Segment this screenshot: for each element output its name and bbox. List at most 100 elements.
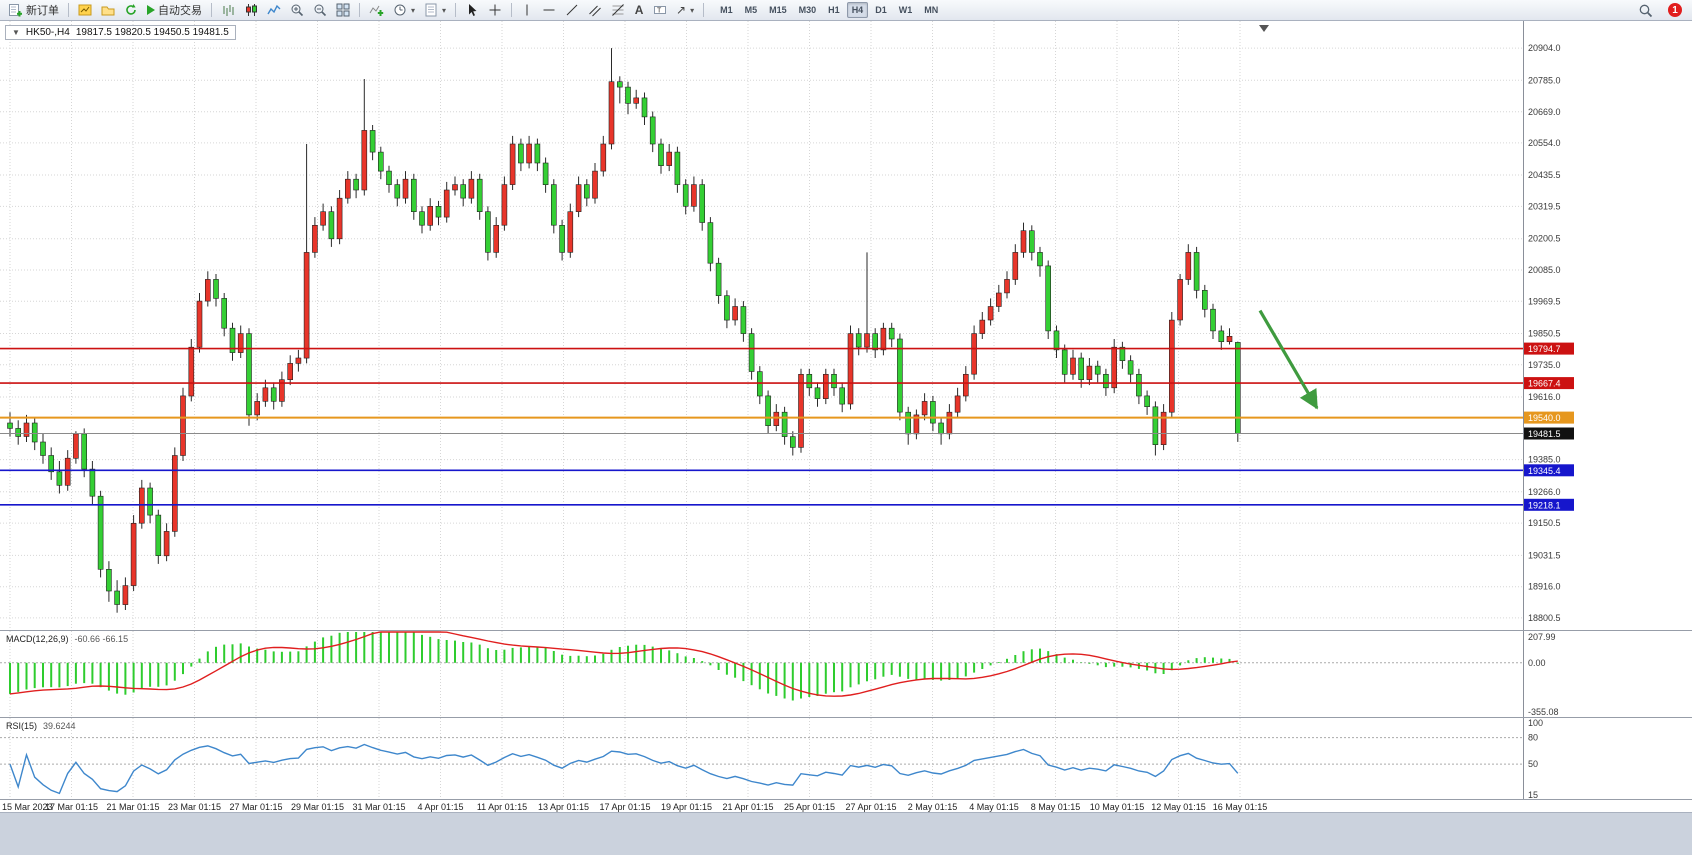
trendline-icon — [566, 4, 578, 16]
price-chips-layer: 19794.7 19667.4 19540.0 19481.5 19345.4 19218… — [1524, 342, 1574, 511]
main-price-chart[interactable]: 20904.0 20785.0 20669.0 20554.0 20435.5 20319… — [0, 21, 1692, 630]
svg-text:19969.5: 19969.5 — [1528, 296, 1561, 306]
chevron-down-icon: ▾ — [442, 5, 447, 15]
toolbar: 新订单 自动交易 — [0, 0, 1692, 21]
panel-divider[interactable] — [0, 799, 1692, 800]
svg-text:19385.0: 19385.0 — [1528, 455, 1561, 465]
line-chart-button[interactable] — [263, 1, 285, 19]
profiles-icon — [101, 6, 115, 16]
separator — [455, 3, 457, 17]
timeframe-mn-button[interactable]: MN — [924, 5, 939, 15]
zoom-out-button[interactable] — [309, 1, 331, 19]
cursor-tool-button[interactable] — [461, 1, 483, 19]
grid-layer: 20904.0 20785.0 20669.0 20554.0 20435.5 20319… — [0, 21, 1561, 630]
zoom-in-icon — [291, 4, 304, 17]
svg-text:4 Apr 01:15: 4 Apr 01:15 — [417, 802, 463, 812]
svg-text:20785.0: 20785.0 — [1528, 75, 1561, 85]
ohlc-values: 19817.5 19820.5 19450.5 19481.5 — [75, 27, 229, 38]
svg-text:19031.5: 19031.5 — [1528, 550, 1561, 560]
new-order-label: 新订单 — [26, 5, 59, 17]
svg-text:21 Mar 01:15: 21 Mar 01:15 — [106, 802, 159, 812]
trendline-tool-button[interactable] — [561, 1, 583, 19]
svg-text:15: 15 — [1528, 790, 1538, 799]
svg-text:20319.5: 20319.5 — [1528, 201, 1561, 211]
profiles-button[interactable] — [97, 1, 119, 19]
svg-text:4 May 01:15: 4 May 01:15 — [969, 802, 1019, 812]
panel-divider[interactable] — [0, 717, 1692, 718]
svg-text:20200.5: 20200.5 — [1528, 234, 1561, 244]
new-order-button[interactable]: 新订单 — [4, 1, 63, 19]
separator — [511, 3, 513, 17]
templates-button[interactable]: ▾ — [420, 1, 450, 19]
refresh-button[interactable] — [120, 1, 142, 19]
svg-text:17 Apr 01:15: 17 Apr 01:15 — [599, 802, 650, 812]
label-tool-button[interactable]: T — [649, 1, 671, 19]
new-order-icon — [9, 4, 22, 17]
svg-text:19 Apr 01:15: 19 Apr 01:15 — [661, 802, 712, 812]
svg-text:19345.4: 19345.4 — [1528, 466, 1561, 476]
chevron-down-icon: ▾ — [690, 5, 695, 15]
timeframe-h1-button[interactable]: H1 — [828, 5, 840, 15]
timeframe-m30-button[interactable]: M30 — [798, 5, 817, 15]
vertical-line-tool-button[interactable] — [517, 1, 537, 19]
svg-text:20554.0: 20554.0 — [1528, 138, 1561, 148]
svg-text:18916.0: 18916.0 — [1528, 582, 1561, 592]
autotrading-play-icon — [147, 5, 155, 15]
macd-signal-line — [9, 631, 1238, 697]
channel-tool-button[interactable] — [584, 1, 606, 19]
svg-text:19667.4: 19667.4 — [1528, 379, 1561, 389]
tile-windows-button[interactable] — [332, 1, 354, 19]
channel-icon — [589, 5, 601, 17]
new-chart-button[interactable] — [74, 1, 96, 19]
text-tool-button[interactable]: A — [630, 1, 648, 19]
svg-text:80: 80 — [1528, 733, 1538, 743]
search-button[interactable] — [1634, 1, 1657, 19]
panel-divider[interactable] — [0, 630, 1692, 631]
crosshair-tool-button[interactable] — [484, 1, 506, 19]
rsi-panel[interactable]: 100 80 50 15 — [0, 718, 1692, 799]
macd-label: MACD(12,26,9) -60.66 -66.15 — [6, 634, 128, 644]
objects-collapse-icon[interactable]: ▼ — [12, 28, 20, 37]
autotrading-label: 自动交易 — [158, 5, 202, 17]
svg-text:8 May 01:15: 8 May 01:15 — [1031, 802, 1081, 812]
svg-text:19150.5: 19150.5 — [1528, 518, 1561, 528]
separator — [68, 3, 69, 17]
svg-text:23 Mar 01:15: 23 Mar 01:15 — [168, 802, 221, 812]
cursor-icon — [469, 4, 477, 16]
horizontal-line-icon — [543, 9, 555, 11]
notification-badge[interactable]: 1 — [1668, 3, 1682, 17]
svg-text:11 Apr 01:15: 11 Apr 01:15 — [477, 802, 527, 812]
zoom-in-button[interactable] — [286, 1, 308, 19]
svg-text:15 Mar 2023: 15 Mar 2023 — [2, 802, 53, 812]
timeframe-h4-button[interactable]: H4 — [846, 2, 869, 18]
status-area — [0, 812, 1692, 855]
svg-text:20085.0: 20085.0 — [1528, 265, 1561, 275]
timeframe-m5-button[interactable]: M5 — [744, 5, 758, 15]
svg-text:10 May 01:15: 10 May 01:15 — [1090, 802, 1145, 812]
svg-text:19794.7: 19794.7 — [1528, 344, 1561, 354]
svg-text:2 May 01:15: 2 May 01:15 — [908, 802, 958, 812]
candlestick-chart-icon — [246, 4, 257, 16]
svg-text:19266.0: 19266.0 — [1528, 487, 1561, 497]
autotrading-button[interactable]: 自动交易 — [143, 1, 206, 19]
macd-histogram — [9, 632, 1239, 701]
timeframe-d1-button[interactable]: D1 — [875, 5, 887, 15]
macd-values: -60.66 -66.15 — [74, 634, 129, 644]
fibonacci-icon — [612, 4, 624, 16]
timeframe-m1-button[interactable]: M1 — [720, 5, 733, 15]
arrow-object-icon: ↗ — [676, 3, 687, 17]
indicators-button[interactable] — [365, 1, 388, 19]
horizontal-line-tool-button[interactable] — [538, 1, 560, 19]
fibonacci-tool-button[interactable] — [607, 1, 629, 19]
chart-shift-marker — [1259, 25, 1269, 32]
timeframe-m15-button[interactable]: M15 — [769, 5, 787, 15]
periods-button[interactable]: ▾ — [389, 1, 419, 19]
arrows-tool-button[interactable]: ↗ ▾ — [672, 1, 698, 19]
candlestick-chart-button[interactable] — [240, 1, 262, 19]
timeframe-w1-button[interactable]: W1 — [898, 5, 913, 15]
macd-panel[interactable]: 207.99 0.00 -355.08 — [0, 631, 1692, 717]
bar-chart-button[interactable] — [217, 1, 239, 19]
clock-icon — [394, 4, 406, 16]
